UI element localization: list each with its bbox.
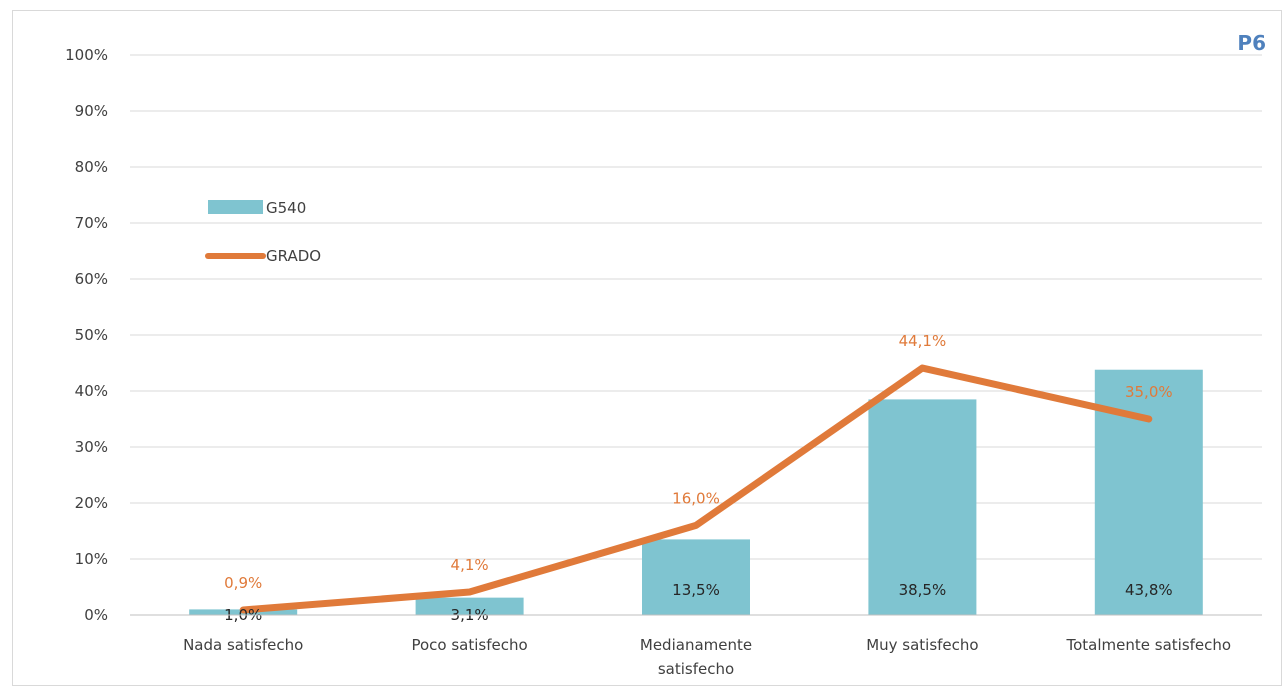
- y-tick-label: 40%: [75, 382, 108, 400]
- line-data-label: 0,9%: [224, 574, 262, 592]
- bar-g540: [642, 539, 750, 615]
- line-data-label: 44,1%: [899, 332, 947, 350]
- bar-data-label: 13,5%: [672, 581, 720, 599]
- x-category-label: Totalmente satisfecho: [1066, 636, 1232, 654]
- gridlines: [130, 54, 1262, 616]
- y-tick-label: 60%: [75, 270, 108, 288]
- x-category-line: Nada satisfecho: [183, 636, 303, 654]
- x-category-line: Muy satisfecho: [866, 636, 978, 654]
- bar-data-label: 43,8%: [1125, 581, 1173, 599]
- x-category-label: Muy satisfecho: [866, 636, 978, 654]
- line-data-label: 4,1%: [451, 556, 489, 574]
- x-category-line: satisfecho: [658, 660, 734, 678]
- x-category-label: Poco satisfecho: [411, 636, 527, 654]
- line-data-label: 16,0%: [672, 489, 720, 507]
- x-category-line: Totalmente satisfecho: [1066, 636, 1232, 654]
- y-tick-label: 90%: [75, 102, 108, 120]
- x-category-label: Nada satisfecho: [183, 636, 303, 654]
- y-tick-label: 30%: [75, 438, 108, 456]
- y-tick-label: 0%: [84, 606, 108, 624]
- bar-g540: [1094, 369, 1203, 615]
- y-tick-label: 20%: [75, 494, 108, 512]
- y-tick-label: 100%: [65, 46, 108, 64]
- line-series: [239, 364, 1153, 614]
- chart-tag: P6: [1237, 31, 1266, 55]
- bar-g540: [415, 597, 524, 615]
- x-axis: Nada satisfecho Poco satisfecho Medianamen…: [130, 614, 1262, 678]
- y-axis: 0% 10% 20% 30% 40% 50% 60% 70% 80% 90% 100%: [65, 46, 108, 624]
- data-labels: 1,0% 3,1%13,5% 38,5% 43,8%0,9%4,1%16,0%44,1…: [224, 332, 1172, 624]
- bar-series: [189, 369, 1203, 615]
- y-tick-label: 70%: [75, 214, 108, 232]
- x-category-line: Medianamente: [640, 636, 752, 654]
- line-grado: [239, 364, 1153, 614]
- x-category-label: Medianamente satisfecho: [640, 636, 752, 678]
- legend-label-grado: GRADO: [266, 247, 321, 265]
- bar-data-label: 38,5%: [899, 581, 947, 599]
- y-tick-label: 50%: [75, 326, 108, 344]
- y-tick-label: 80%: [75, 158, 108, 176]
- legend-swatch-g540: [208, 200, 263, 214]
- line-data-label: 35,0%: [1125, 383, 1173, 401]
- legend-label-g540: G540: [266, 199, 306, 217]
- bar-g540: [868, 399, 977, 615]
- legend: G540 GRADO: [205, 199, 321, 265]
- y-tick-label: 10%: [75, 550, 108, 568]
- x-category-line: Poco satisfecho: [411, 636, 527, 654]
